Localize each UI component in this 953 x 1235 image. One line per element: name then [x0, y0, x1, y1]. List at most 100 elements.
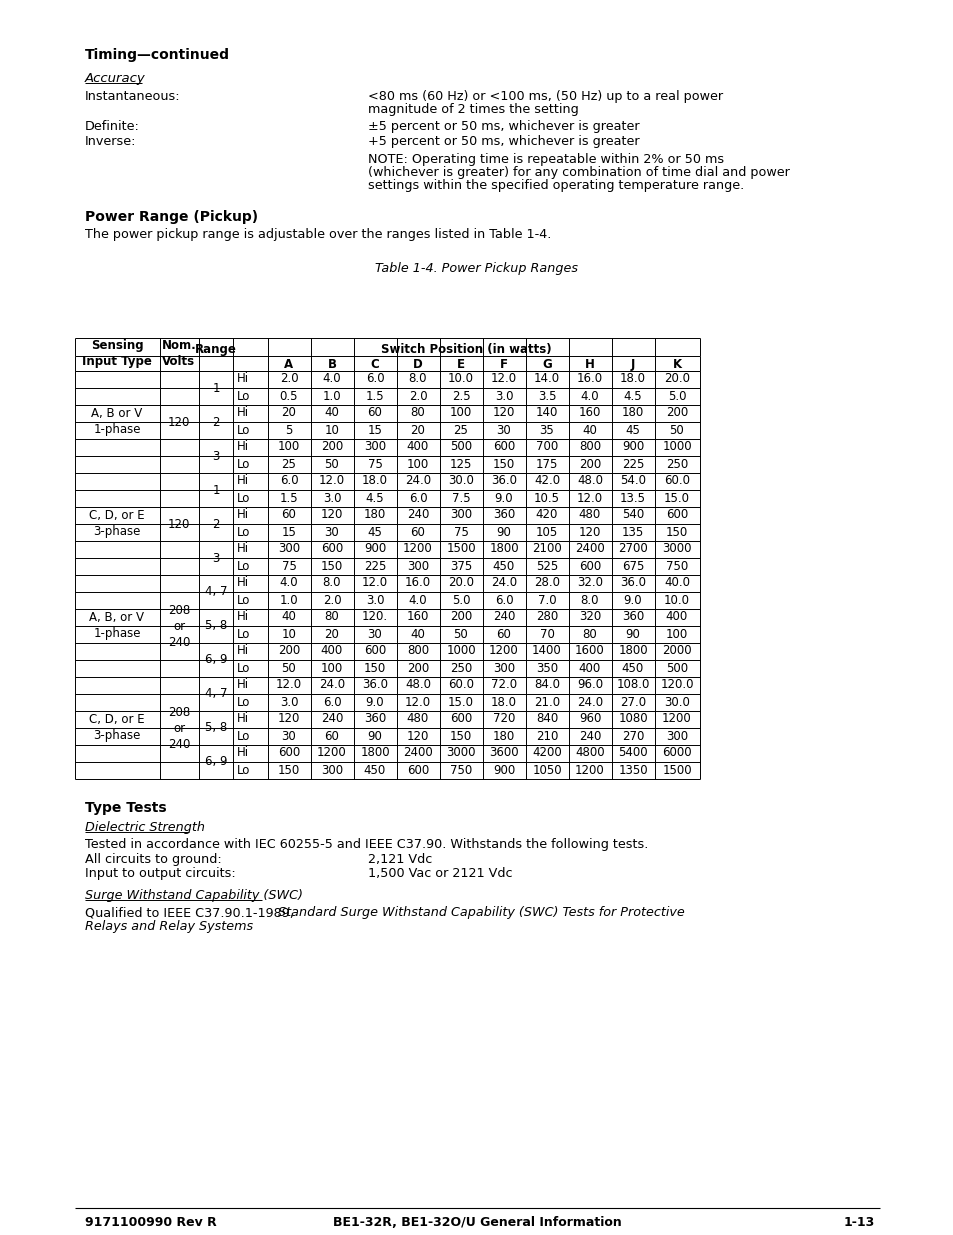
- Text: 4.5: 4.5: [623, 389, 641, 403]
- Text: 450: 450: [493, 559, 515, 573]
- Text: 1800: 1800: [618, 645, 647, 657]
- Text: Lo: Lo: [236, 594, 250, 606]
- Text: 20: 20: [410, 424, 425, 436]
- Text: Sensing
Input Type: Sensing Input Type: [82, 338, 152, 368]
- Text: 135: 135: [621, 526, 643, 538]
- Text: 4800: 4800: [575, 746, 604, 760]
- Text: 2: 2: [212, 517, 219, 531]
- Text: 10.0: 10.0: [448, 373, 474, 385]
- Text: Hi: Hi: [236, 645, 249, 657]
- Text: 1: 1: [212, 483, 219, 496]
- Text: 200: 200: [277, 645, 300, 657]
- Text: 900: 900: [621, 441, 643, 453]
- Text: 100: 100: [320, 662, 343, 674]
- Text: 225: 225: [363, 559, 386, 573]
- Text: 9.0: 9.0: [623, 594, 641, 606]
- Text: 16.0: 16.0: [404, 577, 431, 589]
- Text: Lo: Lo: [236, 526, 250, 538]
- Text: 9171100990 Rev R: 9171100990 Rev R: [85, 1216, 216, 1229]
- Text: 360: 360: [493, 509, 515, 521]
- Text: 300: 300: [493, 662, 515, 674]
- Text: 4.0: 4.0: [279, 577, 298, 589]
- Text: 320: 320: [578, 610, 600, 624]
- Text: 375: 375: [450, 559, 472, 573]
- Text: 75: 75: [367, 457, 382, 471]
- Text: 300: 300: [320, 763, 343, 777]
- Text: 5, 8: 5, 8: [205, 721, 227, 735]
- Text: 75: 75: [281, 559, 296, 573]
- Text: 1.5: 1.5: [279, 492, 298, 505]
- Text: Definite:: Definite:: [85, 120, 140, 133]
- Text: 4.5: 4.5: [365, 492, 384, 505]
- Text: 21.0: 21.0: [534, 695, 559, 709]
- Text: 24.0: 24.0: [404, 474, 431, 488]
- Text: 600: 600: [320, 542, 343, 556]
- Text: 1: 1: [212, 382, 219, 394]
- Text: 1350: 1350: [618, 763, 647, 777]
- Text: 24.0: 24.0: [577, 695, 602, 709]
- Text: 45: 45: [367, 526, 382, 538]
- Text: 6.0: 6.0: [365, 373, 384, 385]
- Text: 140: 140: [536, 406, 558, 420]
- Text: Type Tests: Type Tests: [85, 802, 167, 815]
- Text: 48.0: 48.0: [577, 474, 602, 488]
- Text: 24.0: 24.0: [491, 577, 517, 589]
- Text: 480: 480: [406, 713, 429, 725]
- Text: The power pickup range is adjustable over the ranges listed in Table 1-4.: The power pickup range is adjustable ove…: [85, 228, 551, 241]
- Text: 84.0: 84.0: [534, 678, 559, 692]
- Text: 210: 210: [536, 730, 558, 742]
- Text: 6.0: 6.0: [495, 594, 513, 606]
- Text: 120: 120: [493, 406, 515, 420]
- Text: 120.0: 120.0: [659, 678, 693, 692]
- Text: Lo: Lo: [236, 695, 250, 709]
- Text: 15.0: 15.0: [448, 695, 474, 709]
- Text: 12.0: 12.0: [491, 373, 517, 385]
- Text: 6.0: 6.0: [322, 695, 341, 709]
- Text: 28.0: 28.0: [534, 577, 559, 589]
- Text: Qualified to IEEE C37.90.1-1989,: Qualified to IEEE C37.90.1-1989,: [85, 906, 297, 919]
- Text: 750: 750: [665, 559, 687, 573]
- Text: 2100: 2100: [532, 542, 561, 556]
- Text: Lo: Lo: [236, 492, 250, 505]
- Text: 20.0: 20.0: [663, 373, 689, 385]
- Text: 4, 7: 4, 7: [205, 585, 227, 599]
- Text: Dielectric Strength: Dielectric Strength: [85, 821, 205, 834]
- Text: 20.0: 20.0: [448, 577, 474, 589]
- Text: 60: 60: [410, 526, 425, 538]
- Text: Hi: Hi: [236, 441, 249, 453]
- Text: 50: 50: [324, 457, 339, 471]
- Text: magnitude of 2 times the setting: magnitude of 2 times the setting: [368, 103, 578, 116]
- Text: 42.0: 42.0: [534, 474, 559, 488]
- Text: 10.0: 10.0: [663, 594, 689, 606]
- Text: 600: 600: [450, 713, 472, 725]
- Text: 300: 300: [277, 542, 300, 556]
- Text: 160: 160: [406, 610, 429, 624]
- Text: H: H: [584, 358, 595, 370]
- Text: 6, 9: 6, 9: [205, 653, 227, 667]
- Text: 400: 400: [320, 645, 343, 657]
- Text: Instantaneous:: Instantaneous:: [85, 90, 180, 103]
- Text: 720: 720: [493, 713, 515, 725]
- Text: 120: 120: [277, 713, 300, 725]
- Text: 40: 40: [324, 406, 339, 420]
- Text: 200: 200: [665, 406, 687, 420]
- Text: 100: 100: [406, 457, 429, 471]
- Text: 3.0: 3.0: [495, 389, 513, 403]
- Text: 30.0: 30.0: [448, 474, 474, 488]
- Text: 90: 90: [497, 526, 511, 538]
- Text: 1200: 1200: [661, 713, 691, 725]
- Text: Lo: Lo: [236, 389, 250, 403]
- Text: All circuits to ground:: All circuits to ground:: [85, 853, 221, 866]
- Text: 1000: 1000: [661, 441, 691, 453]
- Text: C, D, or E
3-phase: C, D, or E 3-phase: [89, 714, 145, 742]
- Text: 150: 150: [363, 662, 386, 674]
- Text: 2,121 Vdc: 2,121 Vdc: [368, 853, 432, 866]
- Text: 60: 60: [281, 509, 296, 521]
- Text: 80: 80: [410, 406, 425, 420]
- Text: 900: 900: [493, 763, 515, 777]
- Text: 120: 120: [168, 517, 190, 531]
- Text: C, D, or E
3-phase: C, D, or E 3-phase: [89, 510, 145, 538]
- Text: +5 percent or 50 ms, whichever is greater: +5 percent or 50 ms, whichever is greate…: [368, 135, 639, 148]
- Text: 540: 540: [621, 509, 643, 521]
- Text: 25: 25: [453, 424, 468, 436]
